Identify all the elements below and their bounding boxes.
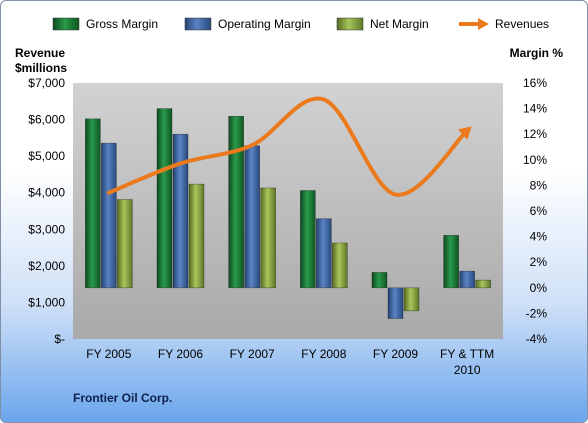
left-tick-label: $3,000 (28, 222, 65, 236)
category-label: FY 2006 (158, 347, 203, 361)
bar-operating-margin (316, 218, 332, 289)
category-label: 2010 (454, 363, 481, 377)
bar-gross-margin (156, 108, 173, 289)
left-tick-label: $7,000 (28, 76, 65, 90)
right-axis-ticks: -4% -2% 0% 2% 4% 6% 8% 10% 12% 14% 16% (523, 76, 547, 346)
right-tick-label: 14% (523, 102, 547, 116)
bar-operating-margin (459, 270, 475, 289)
right-tick-label: 10% (523, 153, 547, 167)
left-tick-label: $2,000 (28, 259, 65, 273)
bar-gross-margin (228, 115, 244, 289)
bar-operating-margin (244, 145, 260, 289)
right-tick-label: 8% (530, 178, 548, 192)
bar-gross-margin (443, 235, 459, 289)
bar-net-margin (117, 199, 133, 289)
left-tick-label: $1,000 (28, 295, 65, 309)
bar-gross-margin (300, 190, 316, 289)
legend-label: Operating Margin (218, 17, 311, 31)
category-label: FY 2007 (230, 347, 275, 361)
axis-titles: Revenue$millions Margin % (15, 46, 563, 75)
category-labels: FY 2005 FY 2006 FY 2007 FY 2008 FY 2009 FY & … (86, 347, 494, 377)
right-tick-label: -4% (526, 332, 548, 346)
bars (85, 108, 491, 319)
bar-operating-margin (387, 287, 404, 319)
bar-net-margin (260, 187, 276, 289)
left-axis-unit: $millions (15, 61, 67, 75)
legend-label: Revenues (495, 17, 549, 31)
left-tick-label: $4,000 (28, 186, 65, 200)
bar-operating-margin (101, 142, 117, 289)
right-axis-title: Margin % (510, 46, 564, 60)
right-tick-label: 0% (530, 281, 548, 295)
bar-net-margin (332, 242, 348, 289)
left-axis-ticks: $- $1,000 $2,000 $3,000 $4,000 $5,000 $6,000 $7… (28, 76, 65, 346)
legend-label: Net Margin (370, 17, 429, 31)
bar-net-margin (403, 287, 420, 312)
bar-net-margin (475, 279, 491, 289)
right-tick-label: 6% (530, 204, 548, 218)
legend-arrow-icon (478, 18, 489, 30)
legend-swatch (52, 17, 80, 31)
legend-swatch (184, 17, 212, 31)
left-tick-label: $- (54, 332, 65, 346)
company-name: Frontier Oil Corp. (73, 391, 173, 405)
right-tick-label: 16% (523, 76, 547, 90)
right-tick-label: -2% (526, 306, 548, 320)
right-tick-label: 2% (530, 255, 548, 269)
bar-gross-margin (371, 272, 388, 289)
left-tick-label: $5,000 (28, 149, 65, 163)
revenue-arrowhead (458, 126, 472, 140)
right-tick-label: 12% (523, 127, 547, 141)
legend: Gross Margin Operating Margin Net Margin Re… (52, 17, 549, 31)
left-tick-label: $6,000 (28, 113, 65, 127)
bar-operating-margin (172, 133, 189, 289)
category-label: FY 2009 (373, 347, 418, 361)
bar-net-margin (188, 183, 205, 289)
revenue-line-group (106, 96, 472, 197)
bar-gross-margin (85, 118, 101, 289)
left-axis-title: Revenue (15, 46, 65, 60)
right-tick-label: 4% (530, 230, 548, 244)
category-label: FY 2008 (301, 347, 346, 361)
category-label: FY & TTM (440, 347, 494, 361)
plot-background (73, 83, 503, 339)
revenue-line (106, 96, 470, 197)
category-label: FY 2005 (86, 347, 131, 361)
legend-label: Gross Margin (86, 17, 158, 31)
legend-swatch (336, 17, 364, 31)
